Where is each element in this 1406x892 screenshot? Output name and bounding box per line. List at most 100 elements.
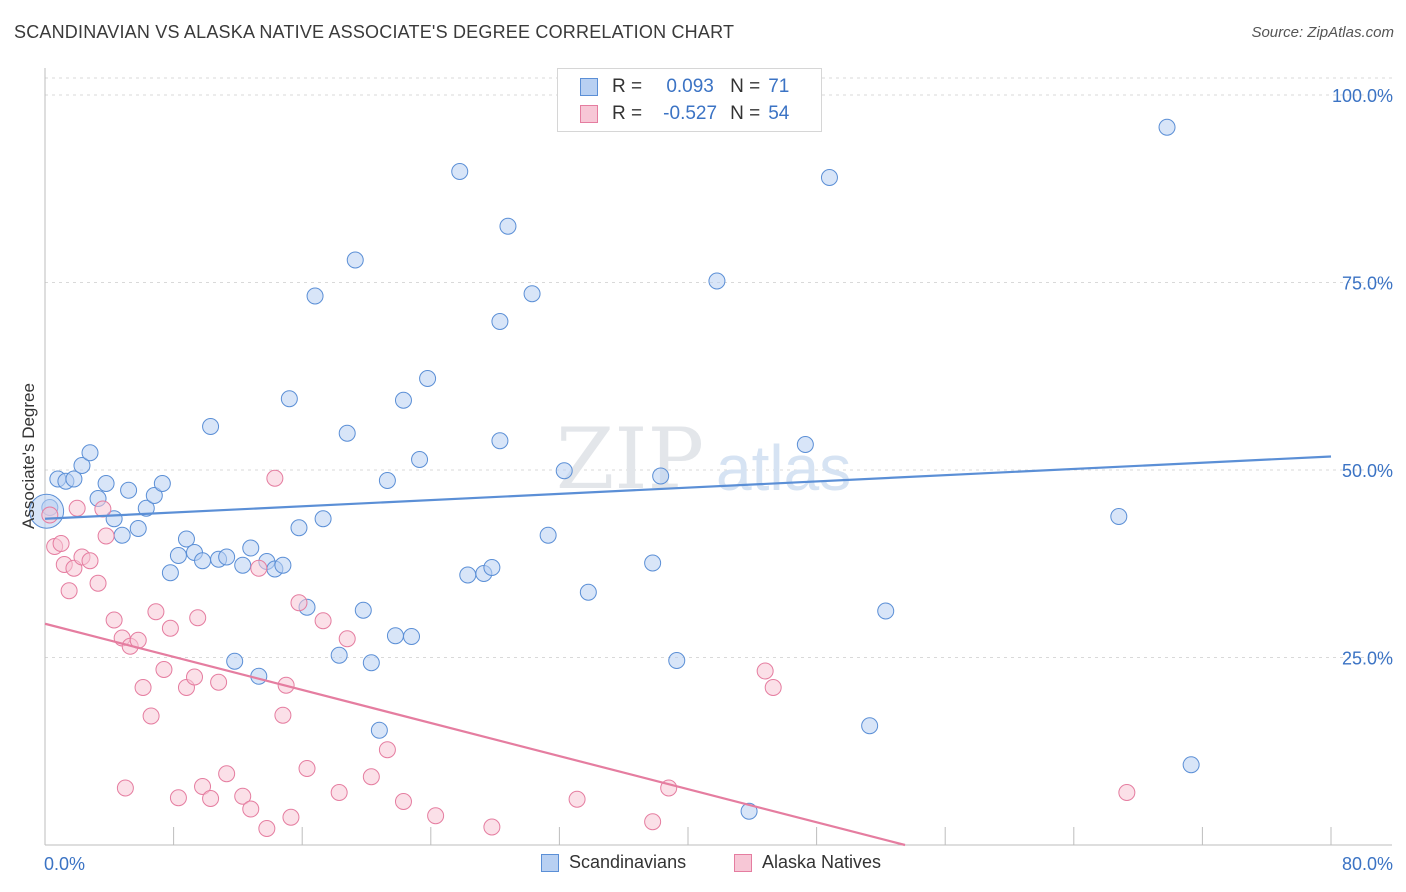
scandinavian-point <box>459 566 477 584</box>
legend-n-value: 54 <box>768 103 790 124</box>
alaska-native-point <box>330 784 348 801</box>
scandinavian-point <box>796 436 814 453</box>
legend-swatch-alaska-natives <box>580 105 598 123</box>
scandinavian-point <box>1182 756 1200 774</box>
scandinavian-point <box>274 556 292 574</box>
watermark-atlas: atlas <box>716 432 851 504</box>
bottom-legend-label: Scandinavians <box>569 852 687 872</box>
bottom-legend-swatch-scandinavians <box>541 853 559 872</box>
y-tick-labels: 25.0% 50.0% 75.0% 100.0% <box>1332 86 1393 669</box>
scandinavian-point <box>81 444 99 462</box>
alaska-native-point <box>202 790 220 807</box>
scandinavian-point <box>290 519 308 537</box>
scandinavian-point <box>97 475 115 492</box>
alaska-native-point <box>338 630 356 648</box>
scandinavian-point <box>314 510 332 528</box>
bottom-legend-label: Alaska Natives <box>762 852 882 872</box>
scandinavian-point <box>354 601 372 619</box>
bottom-legend-scandinavians[interactable]: Scandinavians <box>541 852 686 873</box>
scandinavian-point <box>820 169 838 186</box>
scandinavian-point <box>451 163 469 180</box>
axes <box>44 68 1392 846</box>
scandinavian-point <box>153 475 171 492</box>
scandinavian-point <box>362 654 380 672</box>
alaska-native-point <box>218 765 236 783</box>
scandinavian-point <box>177 530 195 548</box>
watermark-zip: ZIP <box>556 410 704 508</box>
x-tick-labels: 0.0% 80.0% <box>44 854 1393 874</box>
scandinavian-point <box>202 418 220 435</box>
scandinavian-point <box>145 487 163 504</box>
x-tick-label: 80.0% <box>1342 854 1393 874</box>
alaska-native-point <box>266 469 284 487</box>
alaska-native-point <box>147 603 165 621</box>
alaska-native-point <box>210 673 228 691</box>
scandinavian-point <box>403 628 421 645</box>
scandinavian-point <box>194 552 212 570</box>
scandinavian-point <box>242 539 260 557</box>
bottom-legend-swatch-alaska-natives <box>734 853 752 872</box>
scandinavian-point <box>419 370 437 387</box>
scandinavian-point <box>338 424 356 442</box>
alaska-native-point <box>274 706 292 724</box>
alaska-native-point <box>290 594 308 612</box>
scandinavian-point <box>234 556 252 574</box>
legend-swatch-scandinavians <box>580 78 598 96</box>
alaska-native-point <box>81 552 99 570</box>
alaska-native-point <box>142 707 160 725</box>
scandinavian-point <box>877 602 895 620</box>
alaska-native-point <box>60 582 78 600</box>
scandinavian-point <box>483 559 501 576</box>
alaska-native-point <box>483 818 501 836</box>
legend-r-label: R = <box>612 103 643 124</box>
scandinavian-point <box>73 457 91 474</box>
scandinavian-point <box>555 462 573 480</box>
alaska-native-point <box>568 790 586 808</box>
alaska-native-point <box>250 559 268 577</box>
alaska-native-point <box>756 662 774 680</box>
legend-n-label: N = <box>730 76 761 97</box>
alaska-native-trend-line <box>44 622 906 847</box>
alaska-native-point <box>298 760 316 777</box>
legend-r-value: -0.527 <box>663 103 718 124</box>
alaska-native-point <box>234 787 252 805</box>
scandinavian-point <box>330 646 348 664</box>
scandinavian-point <box>1110 508 1128 525</box>
scandinavian-point <box>113 526 131 544</box>
watermark: ZIP atlas <box>556 410 851 508</box>
y-tick-label: 100.0% <box>1332 86 1393 106</box>
scandinavian-trend-line <box>44 455 1332 520</box>
alaska-native-point <box>97 527 115 545</box>
scandinavian-point <box>523 285 541 303</box>
scandinavian-point <box>411 451 429 468</box>
scandinavian-point <box>226 652 244 670</box>
alaska-native-point <box>764 679 782 696</box>
x-tick-label: 0.0% <box>44 854 85 874</box>
legend-row-alaska-natives: R = -0.527 N = 54 <box>580 102 789 126</box>
scandinavian-point <box>65 470 83 488</box>
alaska-native-point <box>362 768 380 786</box>
legend-r-label: R = <box>612 76 643 97</box>
scandinavian-point <box>346 251 364 269</box>
scandinavian-point <box>120 481 138 499</box>
scandinavian-point <box>668 652 686 669</box>
scandinavian-point <box>740 802 758 820</box>
scandinavian-point <box>386 627 404 645</box>
scandinavian-point <box>378 472 396 489</box>
chart-title: SCANDINAVIAN VS ALASKA NATIVE ASSOCIATE'… <box>14 22 735 42</box>
scandinavian-point <box>394 391 412 409</box>
alaska-native-point <box>134 679 152 696</box>
bottom-legend-alaska-natives[interactable]: Alaska Natives <box>734 852 881 873</box>
alaska-native-point <box>242 800 260 818</box>
scandinavian-point <box>306 287 324 305</box>
y-tick-label: 50.0% <box>1342 461 1393 481</box>
alaska-native-point <box>185 668 203 686</box>
alaska-native-point <box>161 619 179 637</box>
source-label: Source: ZipAtlas.com <box>1251 24 1394 41</box>
scandinavian-point <box>644 554 662 572</box>
legend-row-scandinavians: R = 0.093 N = 71 <box>580 75 789 99</box>
alaska-native-point <box>258 820 276 837</box>
scandinavian-point <box>579 583 597 601</box>
alaska-native-point <box>378 741 396 759</box>
trend-lines <box>44 455 1332 847</box>
